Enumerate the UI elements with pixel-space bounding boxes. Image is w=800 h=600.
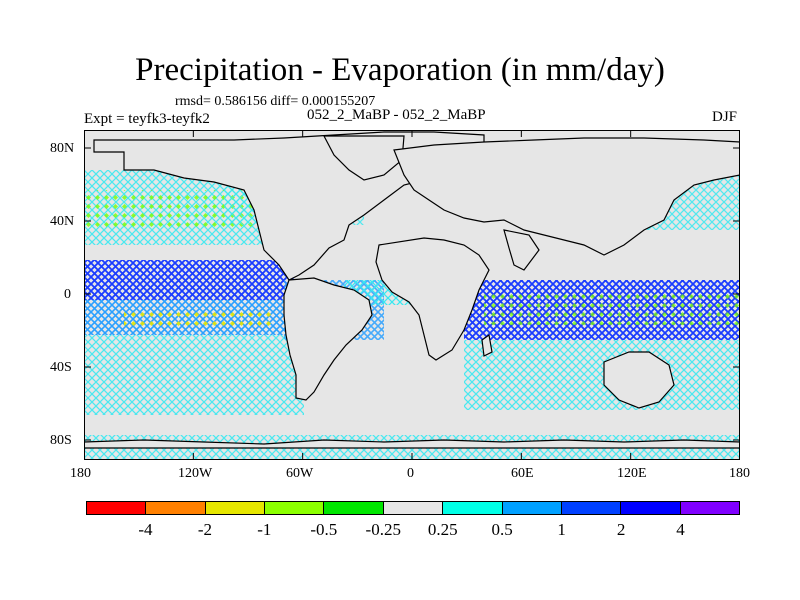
map-border (84, 130, 740, 460)
colorbar-swatch (87, 502, 147, 514)
y-tick-label: 0 (64, 287, 71, 302)
y-tick-label: 40N (50, 214, 75, 229)
x-tick-label: 120W (178, 466, 213, 481)
x-tick-label: 0 (407, 466, 414, 481)
india (503, 229, 540, 271)
colorbar-label: 2 (616, 520, 626, 539)
x-tick-label: 60E (511, 466, 534, 481)
africa (375, 237, 490, 361)
x-tick-label: 180 (70, 466, 91, 481)
colorbar-swatch (205, 502, 266, 514)
australia (603, 351, 675, 409)
colorbar-swatch (680, 502, 739, 514)
colorbar (86, 501, 740, 515)
x-tick-label: 60W (286, 466, 314, 481)
colorbar-label: -4 (138, 520, 153, 539)
itcz-pacific-dark (84, 260, 294, 300)
greenland (323, 135, 405, 181)
south-america (283, 277, 373, 401)
south-pacific-band (84, 335, 304, 415)
map-panel (84, 130, 740, 460)
colorbar-label: -1 (257, 520, 272, 539)
axis-ticks (84, 130, 740, 460)
stats-text: rmsd= 0.586156 diff= 0.000155207 (175, 94, 376, 109)
south-indian-band (464, 340, 740, 410)
antarctica (84, 439, 740, 449)
colorbar-label: 0.5 (491, 520, 513, 539)
colorbar-swatch (502, 502, 562, 514)
eurasia (393, 137, 740, 256)
colorbar-label: 1 (557, 520, 566, 539)
plot-title: Precipitation - Evaporation (in mm/day) (135, 52, 665, 88)
indo-pacific-green (484, 290, 740, 325)
colorbar-label: -0.5 (310, 520, 338, 539)
colorbar-swatch (443, 502, 503, 514)
experiment-label: Expt = teyfk3-teyfk2 (84, 111, 210, 127)
y-tick-label: 80N (50, 141, 75, 156)
map-plot (84, 130, 740, 460)
madagascar (481, 333, 493, 357)
colorbar-label: 4 (676, 520, 685, 539)
colorbar-swatch (561, 502, 622, 514)
spcz-yellow (124, 308, 274, 328)
colorbar-label: -0.25 (365, 520, 401, 539)
continents (84, 131, 740, 449)
y-tick-label: 40S (50, 360, 72, 375)
colorbar-swatch (621, 502, 681, 514)
x-tick-label: 180 (729, 466, 750, 481)
colorbar-swatch (146, 502, 206, 514)
colorbar-label: -2 (197, 520, 212, 539)
x-tick-label: 120E (617, 466, 647, 481)
season-label: DJF (712, 109, 738, 125)
colorbar-swatch (265, 502, 325, 514)
colorbar-label: 0.25 (427, 520, 458, 539)
colorbar-swatch (383, 502, 444, 514)
run-label: 052_2_MaBP - 052_2_MaBP (307, 107, 486, 123)
y-tick-label: 80S (50, 433, 72, 448)
colorbar-swatch (324, 502, 384, 514)
